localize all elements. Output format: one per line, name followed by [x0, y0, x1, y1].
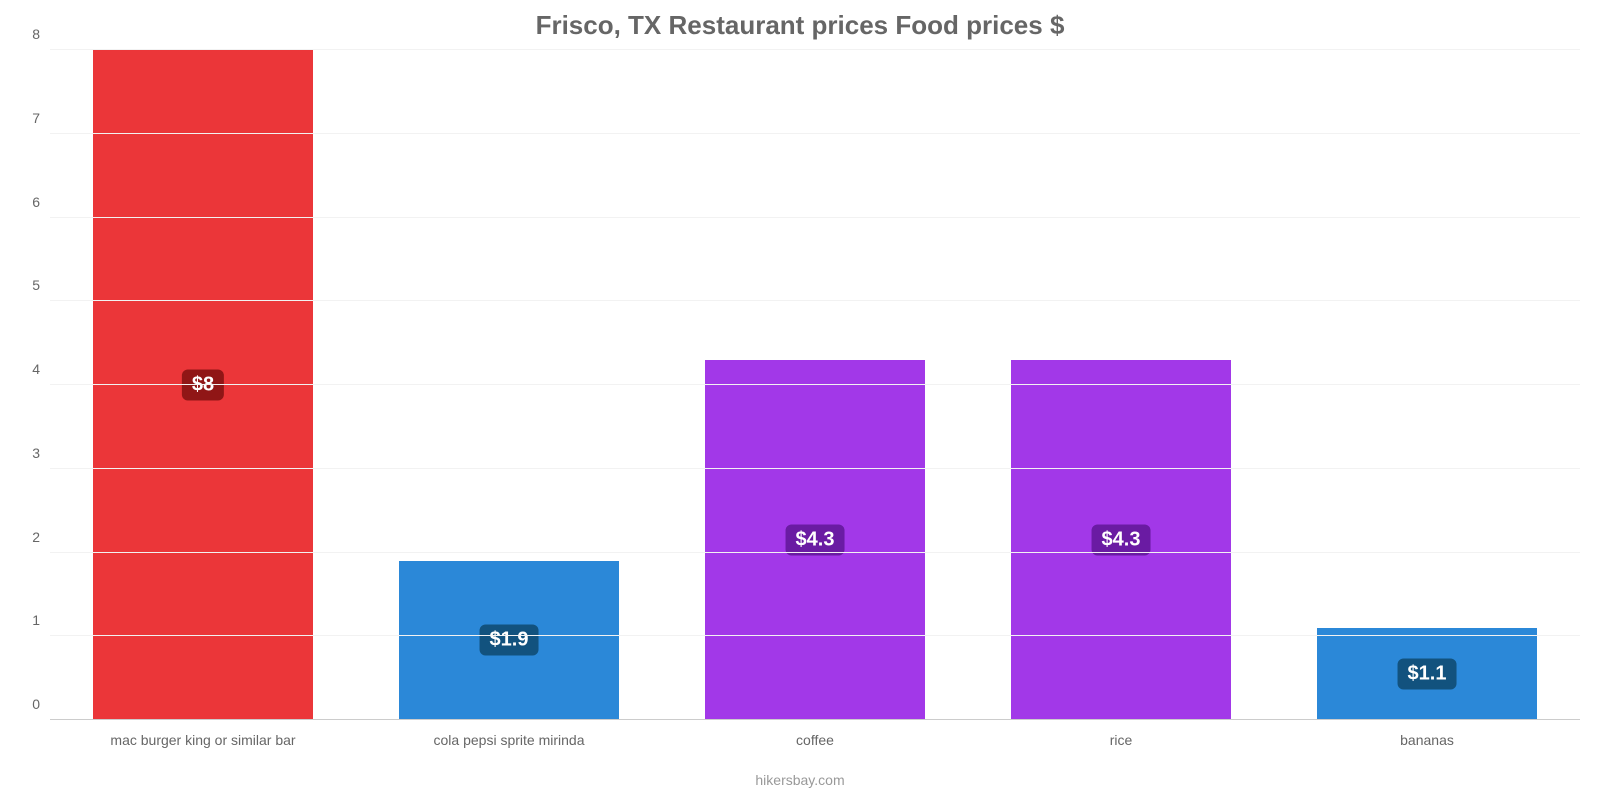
x-tick-label: coffee	[796, 720, 834, 748]
y-tick-label: 2	[32, 529, 50, 545]
grid-line	[50, 300, 1580, 301]
bars-layer: $8 $1.9 $4.3 $4.3 $1.1	[50, 50, 1580, 720]
y-tick-label: 5	[32, 277, 50, 293]
y-tick-label: 1	[32, 612, 50, 628]
x-tick-label: cola pepsi sprite mirinda	[434, 720, 585, 748]
grid-line	[50, 49, 1580, 50]
y-tick-label: 6	[32, 194, 50, 210]
grid-line	[50, 384, 1580, 385]
plot-area: $8$1.9$4.3$4.3$1.1 012345678mac burger k…	[50, 50, 1580, 720]
y-tick-label: 3	[32, 445, 50, 461]
grid-line	[50, 133, 1580, 134]
bar: $1.1	[1317, 628, 1537, 720]
bar-value-label: $1.1	[1398, 658, 1457, 689]
y-tick-label: 0	[32, 696, 50, 712]
bar-value-label: $8	[182, 370, 224, 401]
chart-container: Frisco, TX Restaurant prices Food prices…	[0, 0, 1600, 800]
bar-value-label: $1.9	[480, 625, 539, 656]
chart-caption: hikersbay.com	[0, 772, 1600, 788]
bar: $8	[93, 50, 313, 720]
x-tick-label: rice	[1110, 720, 1133, 748]
bar: $1.9	[399, 561, 619, 720]
y-tick-label: 4	[32, 361, 50, 377]
chart-title: Frisco, TX Restaurant prices Food prices…	[0, 0, 1600, 41]
grid-line	[50, 217, 1580, 218]
grid-line	[50, 552, 1580, 553]
bar: $4.3	[705, 360, 925, 720]
x-tick-label: bananas	[1400, 720, 1454, 748]
y-tick-label: 7	[32, 110, 50, 126]
grid-line	[50, 635, 1580, 636]
x-tick-label: mac burger king or similar bar	[110, 720, 295, 748]
bar: $4.3	[1011, 360, 1231, 720]
grid-line	[50, 468, 1580, 469]
y-tick-label: 8	[32, 26, 50, 42]
